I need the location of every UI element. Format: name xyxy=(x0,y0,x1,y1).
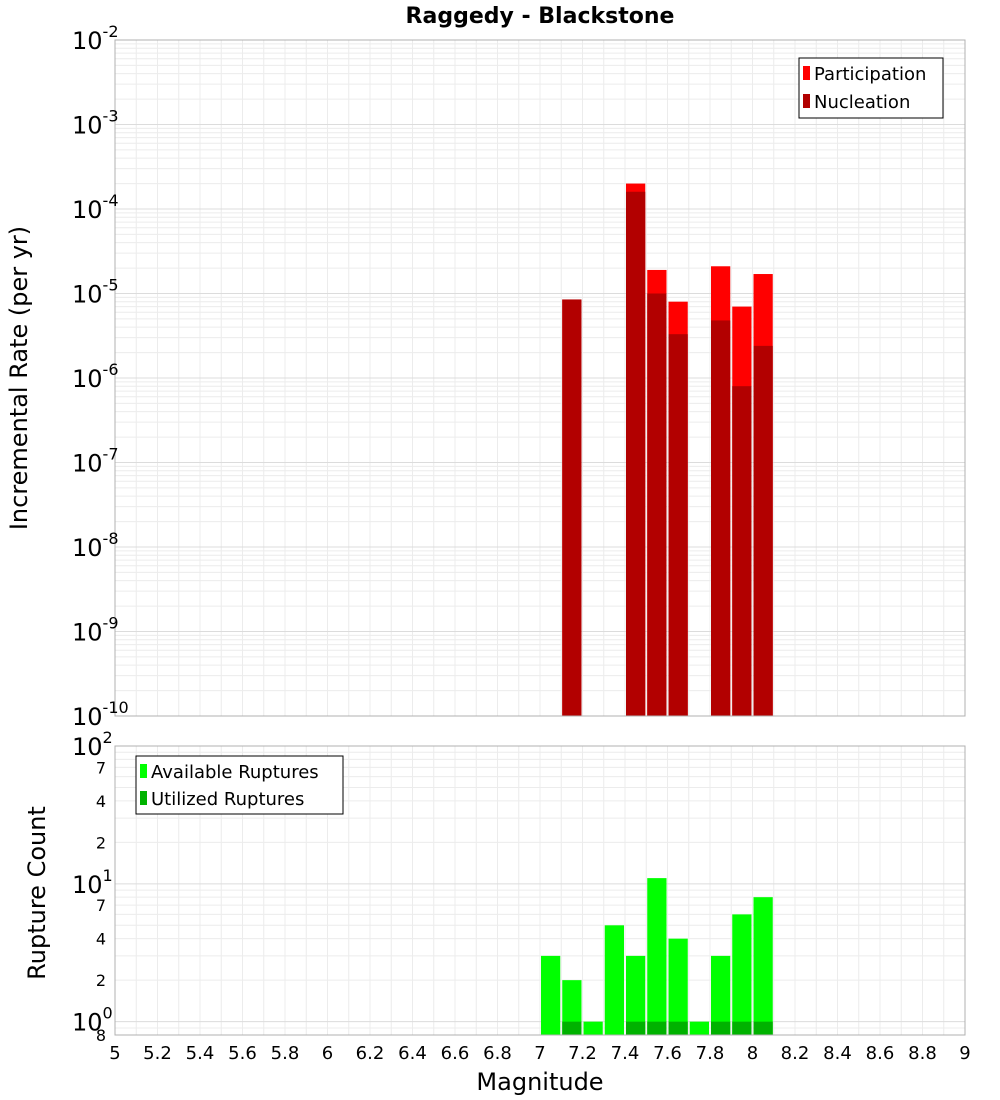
y-tick-label: 10-4 xyxy=(72,191,119,224)
y-tick-label: 100 xyxy=(72,1004,113,1037)
bar-nucleation xyxy=(711,320,731,716)
x-tick-label: 7.8 xyxy=(696,1043,725,1064)
x-tick-label: 6.2 xyxy=(356,1043,385,1064)
chart-title: Raggedy - Blackstone xyxy=(406,4,675,29)
y-minor-tick-label: 4 xyxy=(96,792,106,811)
y-tick-label: 10-3 xyxy=(72,107,119,140)
bottom-legend: Available Ruptures Utilized Ruptures xyxy=(135,755,344,815)
x-ticks: 5 5.2 5.4 5.6 5.8 6 6.2 6.4 6.6 6.8 7 7.2 7.4 7.6 7.8 8… xyxy=(109,1043,970,1064)
bottom-bars xyxy=(541,878,773,1035)
bar-available-ruptures xyxy=(562,980,582,1035)
y-minor-tick-label: 8 xyxy=(96,1026,106,1045)
bar-available-ruptures xyxy=(541,955,561,1035)
bar-utilized-ruptures xyxy=(626,1021,646,1035)
y-minor-tick-label: 2 xyxy=(96,971,106,990)
y-tick-label: 101 xyxy=(72,866,113,899)
bar-nucleation xyxy=(732,386,752,716)
legend-swatch-nucleation xyxy=(803,94,810,108)
bar-available-ruptures xyxy=(711,955,731,1035)
x-tick-label: 8.2 xyxy=(781,1043,810,1064)
bottom-panel: 100 101 102 2 4 7 2 4 7 8 5 5.2 5.4 5.6 5.8 6 6.2 6.4 6.6… xyxy=(23,728,971,1096)
top-panel: 10-10 10-9 10-8 10-7 10-6 10-5 10-4 10-3 10-2 In… xyxy=(5,22,966,731)
bar-utilized-ruptures xyxy=(732,1021,752,1035)
top-plot-frame xyxy=(114,39,966,717)
x-axis-label: Magnitude xyxy=(476,1068,603,1096)
legend-swatch-participation xyxy=(803,66,810,80)
top-legend: Participation Nucleation xyxy=(798,57,944,119)
bar-nucleation xyxy=(647,293,667,716)
legend-label-participation: Participation xyxy=(814,64,926,85)
y-minor-tick-label: 2 xyxy=(96,833,106,852)
bar-available-ruptures xyxy=(753,897,773,1035)
bar-available-ruptures xyxy=(604,925,624,1035)
bar-available-ruptures xyxy=(647,878,667,1035)
bottom-y-axis-label: Rupture Count xyxy=(23,806,51,980)
x-tick-label: 7 xyxy=(534,1043,545,1064)
bar-utilized-ruptures xyxy=(647,1021,667,1035)
y-minor-tick-label: 4 xyxy=(96,930,106,949)
x-tick-label: 5.8 xyxy=(271,1043,300,1064)
x-tick-label: 7.6 xyxy=(653,1043,682,1064)
x-tick-label: 5.2 xyxy=(143,1043,172,1064)
legend-label-utilized-ruptures: Utilized Ruptures xyxy=(151,789,304,810)
x-tick-label: 6 xyxy=(322,1043,333,1064)
bottom-plot-frame xyxy=(114,745,966,1036)
legend-label-available-ruptures: Available Ruptures xyxy=(151,762,319,783)
x-tick-label: 8.4 xyxy=(823,1043,852,1064)
bar-utilized-ruptures xyxy=(711,1021,731,1035)
y-tick-label: 10-8 xyxy=(72,529,119,562)
y-tick-label: 10-5 xyxy=(72,276,119,309)
x-tick-label: 8 xyxy=(747,1043,758,1064)
y-tick-label: 10-2 xyxy=(72,22,119,55)
top-y-axis-label: Incremental Rate (per yr) xyxy=(5,226,33,530)
x-tick-label: 8.8 xyxy=(908,1043,937,1064)
y-minor-tick-label: 7 xyxy=(96,896,106,915)
y-tick-label: 102 xyxy=(72,728,113,761)
x-tick-label: 6.6 xyxy=(441,1043,470,1064)
legend-swatch-available-ruptures xyxy=(140,764,147,778)
x-tick-label: 5.6 xyxy=(228,1043,257,1064)
bar-available-ruptures xyxy=(626,955,646,1035)
bar-utilized-ruptures xyxy=(668,1021,688,1035)
bar-utilized-ruptures xyxy=(562,1021,582,1035)
y-minor-tick-label: 7 xyxy=(96,758,106,777)
y-tick-label: 10-9 xyxy=(72,614,119,647)
legend-swatch-utilized-ruptures xyxy=(140,791,147,805)
legend-label-nucleation: Nucleation xyxy=(814,92,910,113)
x-tick-label: 8.6 xyxy=(866,1043,895,1064)
y-tick-label: 10-7 xyxy=(72,445,119,478)
bottom-y-ticks: 100 101 102 2 4 7 2 4 7 8 xyxy=(72,728,113,1045)
top-grid xyxy=(114,39,966,717)
y-tick-label: 10-6 xyxy=(72,360,119,393)
top-legend-box xyxy=(798,57,944,119)
x-tick-label: 6.8 xyxy=(483,1043,512,1064)
bar-nucleation xyxy=(753,345,773,716)
bar-available-ruptures xyxy=(668,938,688,1035)
bar-nucleation xyxy=(668,334,688,716)
top-y-ticks: 10-10 10-9 10-8 10-7 10-6 10-5 10-4 10-3 10-2 xyxy=(72,22,129,731)
top-bars xyxy=(562,183,773,717)
bar-utilized-ruptures xyxy=(753,1021,773,1035)
x-tick-label: 7.2 xyxy=(568,1043,597,1064)
x-tick-label: 5.4 xyxy=(186,1043,215,1064)
x-tick-label: 7.4 xyxy=(611,1043,640,1064)
bottom-grid xyxy=(114,745,966,1036)
x-tick-label: 5 xyxy=(109,1043,120,1064)
bar-available-ruptures xyxy=(583,1021,603,1035)
y-tick-label: 10-10 xyxy=(72,698,129,731)
bottom-legend-box xyxy=(135,755,344,815)
bar-nucleation xyxy=(626,191,646,717)
x-tick-label: 9 xyxy=(959,1043,970,1064)
bar-available-ruptures xyxy=(689,1021,709,1035)
x-tick-label: 6.4 xyxy=(398,1043,427,1064)
bar-nucleation xyxy=(562,299,582,716)
bar-available-ruptures xyxy=(732,914,752,1035)
